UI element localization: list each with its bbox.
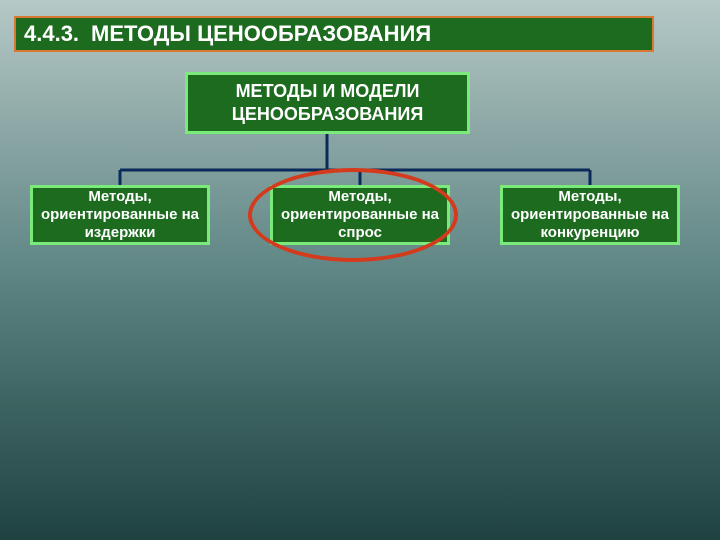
child-label: Методы, ориентированные на конкуренцию [507,188,673,242]
root-label: МЕТОДЫ И МОДЕЛИ ЦЕНООБРАЗОВАНИЯ [194,80,461,127]
header-bar: 4.4.3. МЕТОДЫ ЦЕНООБРАЗОВАНИЯ [14,16,654,52]
child-label: Методы, ориентированные на издержки [37,188,203,242]
child-node-costs: Методы, ориентированные на издержки [30,185,210,245]
header-title: МЕТОДЫ ЦЕНООБРАЗОВАНИЯ [91,21,431,47]
root-node: МЕТОДЫ И МОДЕЛИ ЦЕНООБРАЗОВАНИЯ [185,72,470,134]
child-label: Методы, ориентированные на спрос [277,188,443,242]
child-node-competition: Методы, ориентированные на конкуренцию [500,185,680,245]
section-number: 4.4.3. [24,21,79,47]
child-node-demand: Методы, ориентированные на спрос [270,185,450,245]
